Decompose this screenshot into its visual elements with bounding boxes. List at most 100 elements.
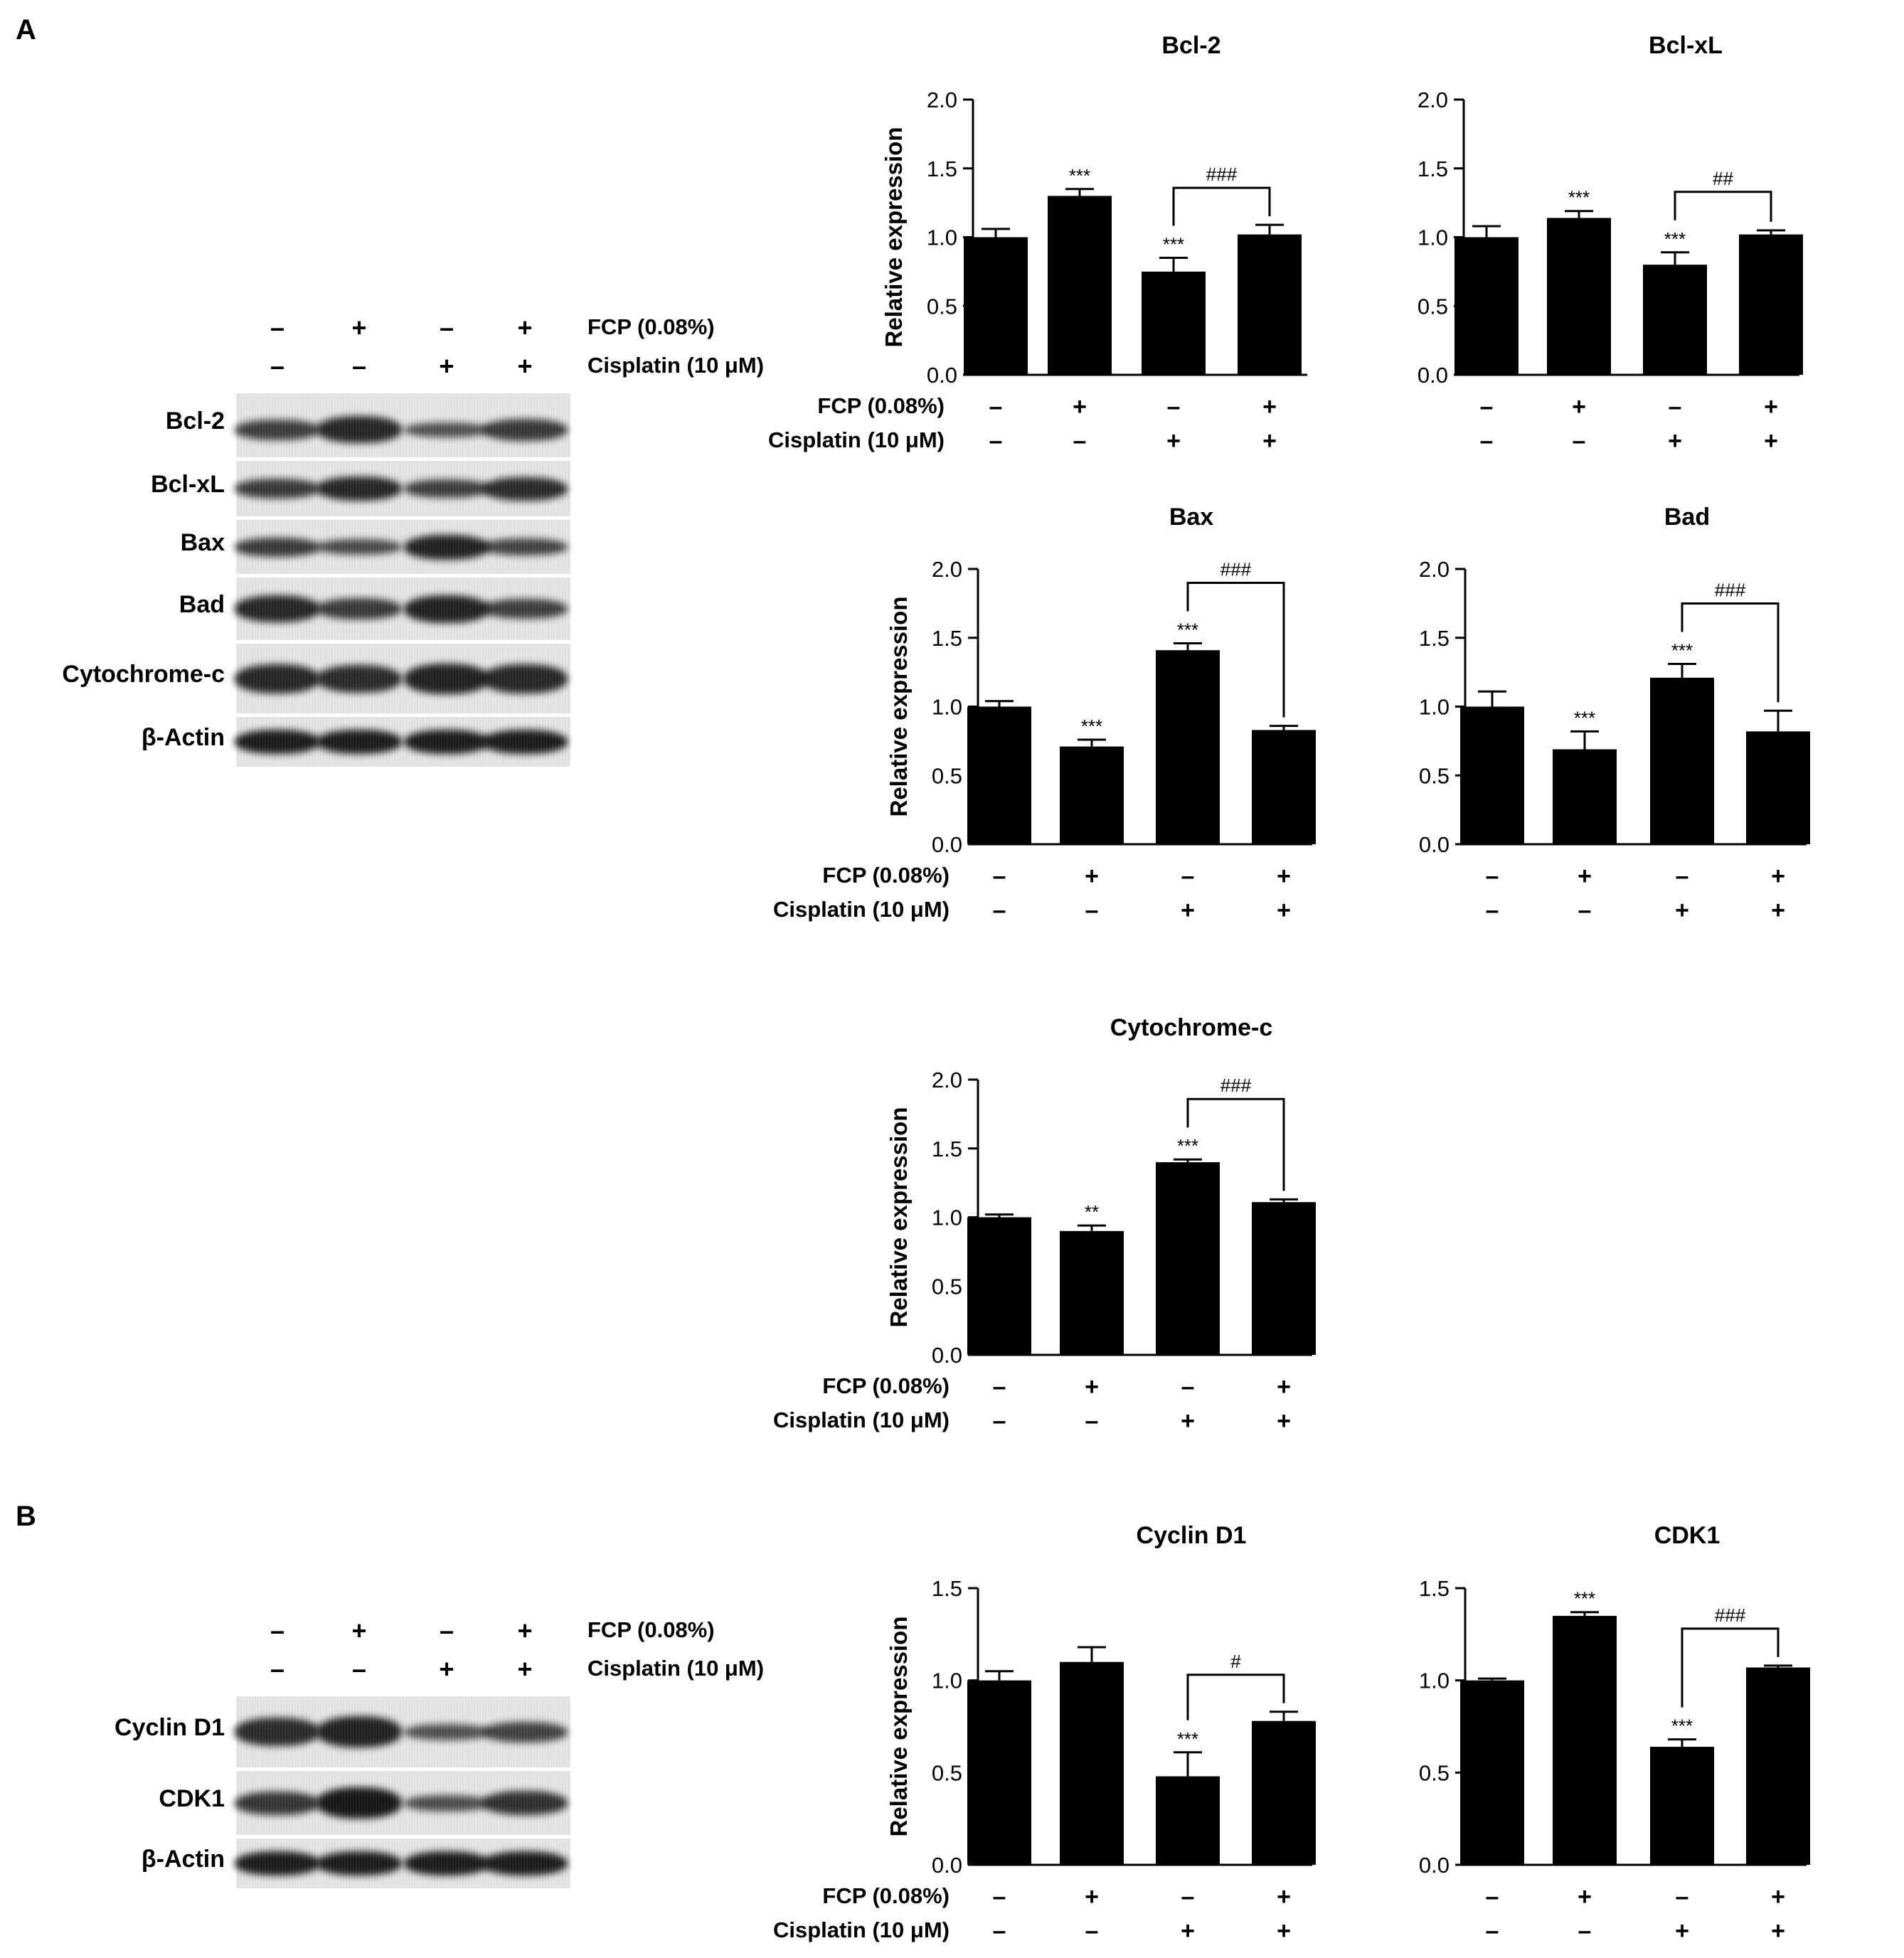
x-sign-bcl-xl: – <box>1480 393 1494 420</box>
blot-a-band <box>482 538 568 555</box>
bracket-label-bcl-xl: ## <box>1713 168 1733 189</box>
blot-b-fcp-sign: – <box>439 1616 454 1645</box>
bar-bax-2 <box>1156 650 1220 844</box>
bar-cytochrome-c-0 <box>967 1217 1031 1355</box>
blot-a-band <box>482 477 568 501</box>
blot-a-band <box>235 730 320 754</box>
x-sign-cyclin-d1: – <box>993 1883 1006 1910</box>
x-sign-cdk1: + <box>1771 1917 1785 1944</box>
y-tick-label-cdk1: 0.0 <box>1419 1853 1450 1878</box>
blot-a-band <box>235 537 320 557</box>
y-tick-label-cytochrome-c: 0.5 <box>932 1274 962 1299</box>
y-tick-label-bcl-xl: 0.0 <box>1418 363 1448 388</box>
blot-a-band <box>404 663 489 694</box>
x-sign-cdk1: – <box>1486 1917 1499 1944</box>
x-sign-bcl-xl: – <box>1573 427 1586 454</box>
blot-a-fcp-sign: + <box>351 313 367 342</box>
y-tick-label-bad: 2.0 <box>1419 557 1450 582</box>
y-tick-label-bax: 2.0 <box>932 557 962 582</box>
x-sign-cdk1: + <box>1771 1883 1785 1910</box>
x-sign-cdk1: – <box>1486 1883 1499 1910</box>
bar-cytochrome-c-2 <box>1156 1162 1220 1355</box>
bar-cyclin-d1-3 <box>1252 1720 1316 1865</box>
significance-bax-1: *** <box>1081 715 1102 737</box>
y-tick-label-bcl-xl: 1.0 <box>1418 225 1448 250</box>
bar-bad-2 <box>1650 677 1714 844</box>
blot-b-row-cdk1 <box>235 1767 570 1835</box>
significance-cytochrome-c-1: ** <box>1085 1201 1099 1223</box>
blot-b-row-cyclin-d1 <box>235 1693 570 1767</box>
blot-a-row-bcl-2 <box>235 390 570 457</box>
bar-bcl-xl-3 <box>1739 234 1803 375</box>
x-sign-cytochrome-c: + <box>1277 1408 1291 1435</box>
x-condition-label-bcl-2: FCP (0.08%) <box>817 393 945 418</box>
x-sign-cytochrome-c: + <box>1085 1373 1099 1400</box>
blot-b-cisplatin-sign: – <box>351 1654 367 1683</box>
x-sign-bcl-2: – <box>989 393 1003 420</box>
blot-b-row--actin <box>235 1835 570 1888</box>
x-sign-cdk1: + <box>1578 1883 1592 1910</box>
blot-a-cisplatin-sign: + <box>517 351 533 381</box>
y-tick-label-bcl-2: 1.5 <box>927 156 957 181</box>
blot-b-band <box>317 1851 402 1875</box>
y-tick-label-cyclin-d1: 0.5 <box>932 1760 962 1785</box>
x-sign-bad: + <box>1578 863 1592 890</box>
x-sign-bax: – <box>993 897 1006 924</box>
x-sign-bax: + <box>1085 863 1099 890</box>
y-tick-label-bcl-2: 0.0 <box>927 363 957 388</box>
bracket-label-bcl-2: ### <box>1206 164 1238 185</box>
significance-cytochrome-c-2: *** <box>1177 1135 1198 1156</box>
y-axis-label-cytochrome-c: Relative expression <box>885 1107 912 1328</box>
bar-bad-3 <box>1746 731 1810 844</box>
significance-cyclin-d1-2: *** <box>1177 1728 1198 1750</box>
blot-a-fcp-sign: + <box>517 313 533 342</box>
chart-title-bcl-xl: Bcl-xL <box>1649 32 1723 59</box>
bracket-cdk1 <box>1681 1627 1780 1708</box>
bar-cytochrome-c-1 <box>1060 1230 1124 1355</box>
x-sign-bad: – <box>1578 897 1592 924</box>
x-sign-bcl-2: + <box>1262 427 1277 454</box>
blot-b-label: β-Actin <box>141 1846 225 1873</box>
blot-a-band <box>482 664 568 693</box>
bracket-label-cytochrome-c: ### <box>1220 1075 1252 1096</box>
blot-b-band <box>317 1716 402 1747</box>
blot-a-band <box>317 730 402 754</box>
bar-bad-0 <box>1460 706 1524 844</box>
bar-bcl-2-0 <box>964 237 1028 375</box>
blot-a-band <box>235 419 320 440</box>
x-sign-cdk1: – <box>1578 1917 1592 1944</box>
bracket-label-cdk1: ### <box>1715 1605 1746 1626</box>
blot-b-cisplatin-sign: + <box>517 1654 533 1683</box>
chart-title-bad: Bad <box>1664 504 1710 531</box>
bar-cdk1-1 <box>1553 1615 1617 1865</box>
blot-a-cisplatin-label: Cisplatin (10 μM) <box>587 353 765 378</box>
y-tick-label-bax: 0.0 <box>932 832 962 857</box>
x-condition-label-bcl-2: Cisplatin (10 μM) <box>768 427 945 452</box>
bar-bcl-xl-0 <box>1454 237 1519 375</box>
bar-cyclin-d1-0 <box>967 1680 1031 1865</box>
x-sign-bad: – <box>1486 897 1499 924</box>
bar-cdk1-3 <box>1746 1667 1810 1865</box>
bar-bax-0 <box>967 706 1031 844</box>
x-sign-bcl-2: + <box>1166 427 1181 454</box>
y-tick-label-cdk1: 1.5 <box>1419 1576 1450 1601</box>
blot-a-band <box>482 418 568 441</box>
significance-bcl-xl-1: *** <box>1568 187 1590 208</box>
chart-title-bax: Bax <box>1169 504 1213 531</box>
significance-bad-2: *** <box>1671 640 1693 661</box>
blot-a-row-bax <box>235 516 570 574</box>
y-tick-label-bax: 0.5 <box>932 763 962 788</box>
x-sign-cytochrome-c: – <box>1181 1373 1195 1400</box>
x-condition-label-cytochrome-c: Cisplatin (10 μM) <box>773 1408 950 1432</box>
blot-a-label: Bax <box>180 529 225 556</box>
blot-a-band <box>235 595 320 622</box>
blot-b-fcp-sign: + <box>517 1616 533 1645</box>
blot-a-fcp-sign: – <box>270 313 285 342</box>
y-tick-label-cytochrome-c: 1.5 <box>932 1137 962 1161</box>
blot-a-band <box>404 534 489 560</box>
blot-b-band <box>235 1851 320 1875</box>
x-sign-cyclin-d1: – <box>1085 1917 1099 1944</box>
y-tick-label-bcl-2: 0.5 <box>927 294 957 319</box>
bar-bcl-2-3 <box>1238 234 1302 375</box>
